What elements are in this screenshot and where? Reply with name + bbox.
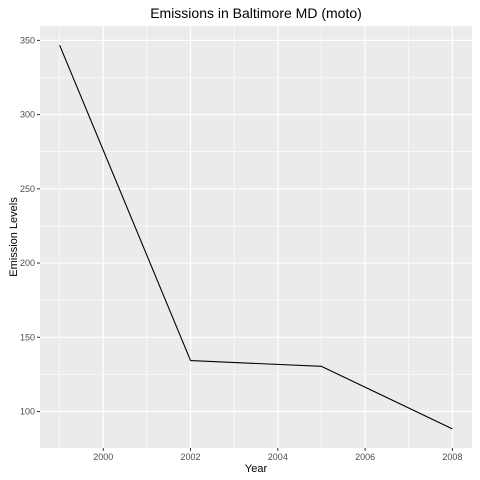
minor-gridlines	[40, 26, 472, 448]
y-tick-label: 200	[20, 258, 35, 268]
x-axis-title: Year	[245, 463, 268, 475]
x-tick-label: 2008	[442, 452, 462, 462]
y-tick-label: 300	[20, 110, 35, 120]
axis-tick-labels: 2000 2002 2004 2006 2008 100 150 200 250 300 350	[20, 35, 462, 462]
x-tick-label: 2002	[181, 452, 201, 462]
y-tick-label: 250	[20, 184, 35, 194]
x-tick-label: 2006	[355, 452, 375, 462]
y-tick-label: 150	[20, 332, 35, 342]
y-tick-label: 100	[20, 406, 35, 416]
axis-ticks	[37, 39, 453, 451]
major-gridlines	[40, 26, 472, 448]
x-tick-label: 2004	[268, 452, 288, 462]
chart-title: Emissions in Baltimore MD (moto)	[150, 5, 362, 21]
y-tick-label: 350	[20, 35, 35, 45]
plot-panel	[40, 26, 472, 448]
x-tick-label: 2000	[93, 452, 113, 462]
series-layer	[59, 44, 453, 430]
y-axis-title: Emission Levels	[8, 197, 20, 277]
series-line-emissions	[59, 44, 453, 430]
